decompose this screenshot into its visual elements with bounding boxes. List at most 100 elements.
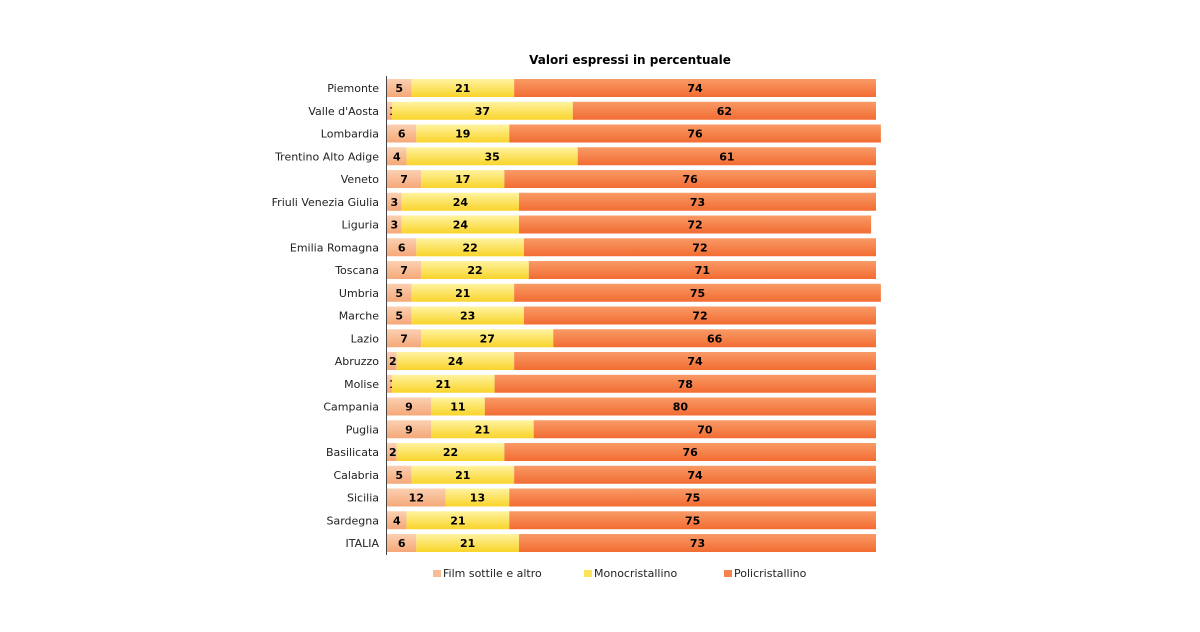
bar-segment — [387, 511, 407, 530]
data-label: 3 — [391, 196, 399, 209]
legend-label: Film sottile e altro — [443, 567, 542, 580]
bar-segment — [387, 215, 402, 234]
category-label: Lombardia — [321, 128, 379, 141]
category-label: ITALIA — [345, 537, 379, 550]
bar-segment — [387, 147, 407, 166]
bar-segment — [421, 170, 505, 188]
bar-segment — [387, 124, 417, 143]
data-label: 80 — [673, 401, 689, 414]
category-label: Sardegna — [327, 514, 380, 527]
data-label: 5 — [395, 287, 403, 300]
bar-segment — [387, 306, 412, 325]
bar-segment — [509, 511, 876, 530]
data-label: 78 — [678, 378, 693, 391]
data-label: 73 — [690, 537, 705, 550]
data-label: 22 — [443, 446, 458, 459]
bar-segment — [401, 215, 520, 234]
data-label: 6 — [398, 128, 406, 141]
data-label: 3 — [391, 219, 399, 232]
data-label: 4 — [393, 514, 401, 527]
bar-segment — [421, 261, 529, 279]
bar-segment — [387, 283, 412, 302]
bar-segment — [509, 488, 876, 507]
data-label: 13 — [470, 492, 485, 505]
bar-segment — [411, 306, 524, 325]
data-label: 66 — [707, 332, 723, 345]
bar-segment — [387, 101, 392, 120]
data-label: 27 — [480, 332, 495, 345]
bar-segment — [514, 283, 881, 302]
bar-segment — [416, 534, 520, 552]
data-label: 2 — [389, 355, 397, 368]
data-label: 21 — [455, 287, 470, 300]
bar-segment — [519, 215, 872, 234]
bar-segment — [416, 238, 524, 257]
bar-segment — [431, 397, 485, 416]
bar-segment — [387, 192, 402, 211]
data-label: 76 — [687, 128, 703, 141]
bar-segment — [553, 329, 876, 348]
bar-segment — [387, 79, 412, 97]
data-label: 21 — [475, 423, 490, 436]
data-label: 72 — [692, 241, 707, 254]
data-label: 17 — [455, 173, 470, 186]
bar-segment — [572, 101, 876, 120]
bar-segment — [504, 170, 876, 188]
bar-segment — [406, 147, 578, 166]
legend-label: Policristallino — [734, 567, 807, 580]
bar-segment — [411, 79, 515, 97]
data-label: 21 — [460, 537, 475, 550]
data-label: 74 — [687, 82, 703, 95]
bar-segment — [387, 443, 397, 461]
bar-segment — [387, 261, 422, 279]
bar-segment — [396, 352, 515, 370]
bar-segment — [431, 420, 534, 439]
bar-segment — [406, 511, 510, 530]
data-label: 21 — [450, 514, 465, 527]
bar-segment — [504, 443, 876, 461]
data-label: 24 — [448, 355, 464, 368]
bar-segment — [519, 534, 876, 552]
category-label: Liguria — [342, 219, 379, 232]
data-label: 75 — [685, 514, 700, 527]
data-label: 75 — [685, 492, 700, 505]
data-label: 73 — [690, 196, 705, 209]
data-label: 37 — [475, 105, 490, 118]
chart-title: Valori espressi in percentuale — [529, 53, 731, 67]
data-label: 62 — [717, 105, 732, 118]
data-label: 24 — [453, 196, 469, 209]
data-label: 22 — [462, 241, 477, 254]
data-label: 19 — [455, 128, 470, 141]
data-label: 7 — [400, 332, 408, 345]
bar-segment — [533, 420, 876, 439]
legend-label: Monocristallino — [594, 567, 677, 580]
data-label: 72 — [687, 219, 702, 232]
data-label: 11 — [450, 401, 465, 414]
data-label: 22 — [467, 264, 482, 277]
data-label: 2 — [389, 446, 397, 459]
bar-segment — [401, 192, 520, 211]
bar-segment — [411, 283, 515, 302]
data-label: 6 — [398, 241, 406, 254]
bar-segment — [387, 352, 397, 370]
data-label: 21 — [436, 378, 451, 391]
data-label: 9 — [405, 423, 413, 436]
bar-segment — [387, 465, 412, 484]
category-label: Friuli Venezia Giulia — [272, 196, 379, 209]
data-label: 5 — [395, 310, 403, 323]
data-label: 61 — [719, 150, 734, 163]
data-label: 76 — [683, 446, 699, 459]
bar-segment — [387, 170, 422, 188]
bar-segment — [391, 374, 495, 393]
bar-segment — [528, 261, 876, 279]
category-label: Basilicata — [326, 446, 379, 459]
bar-segment — [387, 488, 446, 507]
bar-segment — [387, 397, 432, 416]
bar-segment — [519, 192, 876, 211]
data-label: 21 — [455, 469, 470, 482]
bar-segment — [514, 79, 876, 97]
bar-segment — [387, 420, 432, 439]
data-label: 72 — [692, 310, 707, 323]
category-label: Toscana — [334, 264, 379, 277]
